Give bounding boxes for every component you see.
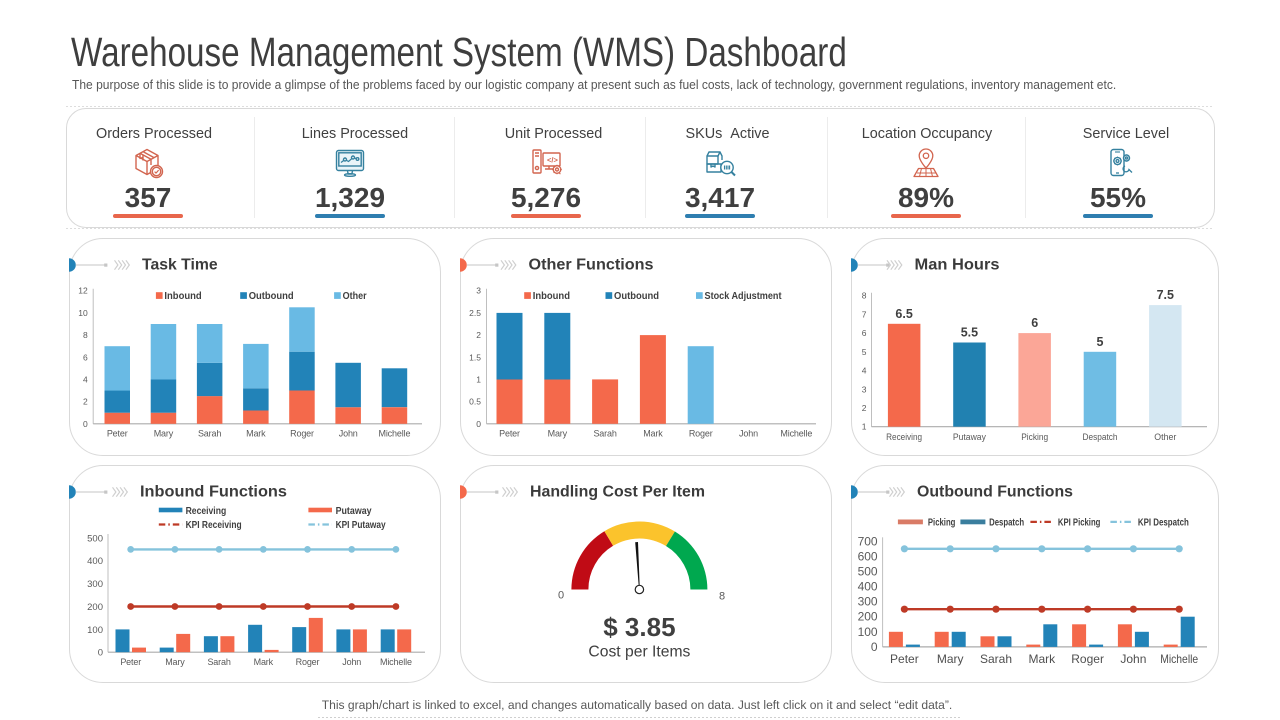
svg-text:0: 0 (476, 419, 481, 429)
svg-text:Receiving: Receiving (886, 432, 922, 442)
svg-text:Outbound Functions: Outbound Functions (917, 484, 1073, 501)
svg-text:Mark: Mark (253, 657, 273, 667)
svg-text:500: 500 (87, 533, 103, 544)
svg-text:</>: </> (547, 156, 558, 165)
svg-text:2.5: 2.5 (469, 308, 481, 318)
svg-text:5.5: 5.5 (960, 325, 977, 339)
svg-text:KPI Despatch: KPI Despatch (1137, 517, 1188, 529)
svg-text:5: 5 (1096, 335, 1103, 349)
svg-text:Outbound: Outbound (614, 290, 659, 302)
svg-text:Mary: Mary (165, 657, 185, 667)
svg-text:Sarah: Sarah (207, 657, 230, 667)
svg-text:5: 5 (861, 347, 866, 357)
svg-text:John: John (342, 657, 361, 667)
svg-text:Peter: Peter (890, 652, 919, 666)
svg-text:0: 0 (870, 640, 877, 654)
svg-text:John: John (338, 428, 357, 438)
svg-text:600: 600 (857, 549, 877, 563)
svg-text:2: 2 (476, 330, 481, 340)
svg-text:Outbound: Outbound (248, 290, 293, 302)
svg-text:10: 10 (78, 308, 88, 318)
svg-text:Michelle: Michelle (780, 428, 812, 438)
svg-text:400: 400 (87, 556, 103, 567)
svg-text:Other Functions: Other Functions (528, 257, 653, 274)
svg-text:Mary: Mary (547, 428, 567, 438)
svg-text:4: 4 (861, 366, 866, 376)
svg-text:Mark: Mark (246, 428, 266, 438)
svg-text:Task Time: Task Time (142, 257, 218, 274)
svg-text:8: 8 (719, 591, 725, 603)
svg-text:Despatch: Despatch (989, 517, 1024, 529)
svg-text:Peter: Peter (106, 428, 127, 438)
svg-text:John: John (739, 428, 758, 438)
svg-text:Other: Other (342, 290, 366, 302)
svg-text:Man Hours: Man Hours (914, 257, 999, 274)
svg-text:6: 6 (82, 352, 87, 362)
svg-text:500: 500 (857, 564, 877, 578)
svg-text:John: John (1120, 652, 1146, 666)
svg-text:Sarah: Sarah (197, 428, 220, 438)
svg-text:Roger: Roger (688, 428, 712, 438)
svg-text:Mary: Mary (153, 428, 173, 438)
svg-text:3: 3 (476, 286, 481, 296)
svg-text:Receiving: Receiving (185, 506, 226, 517)
svg-text:100: 100 (857, 625, 877, 639)
svg-text:0: 0 (97, 648, 102, 659)
svg-text:Cost per Items: Cost per Items (588, 644, 690, 661)
svg-text:3: 3 (861, 384, 866, 394)
svg-text:1: 1 (476, 374, 481, 384)
svg-text:8: 8 (861, 291, 866, 301)
svg-text:Roger: Roger (295, 657, 319, 667)
svg-text:Michelle: Michelle (378, 428, 410, 438)
svg-text:Sarah: Sarah (593, 428, 616, 438)
svg-text:Peter: Peter (120, 657, 141, 667)
svg-text:Mark: Mark (643, 428, 663, 438)
svg-text:KPI Receiving: KPI Receiving (185, 520, 241, 531)
svg-text:6: 6 (1031, 316, 1038, 330)
svg-text:8: 8 (82, 330, 87, 340)
svg-text:Putaway: Putaway (335, 506, 371, 517)
svg-text:Handling Cost Per Item: Handling Cost Per Item (530, 484, 705, 501)
svg-text:400: 400 (857, 580, 877, 594)
svg-text:Sarah: Sarah (979, 652, 1011, 666)
svg-text:Inbound Functions: Inbound Functions (140, 484, 287, 501)
svg-text:Roger: Roger (290, 428, 314, 438)
svg-text:1: 1 (861, 422, 866, 432)
svg-text:$ 3.85: $ 3.85 (603, 612, 675, 642)
svg-text:KPI Putaway: KPI Putaway (335, 520, 385, 531)
svg-text:0: 0 (82, 419, 87, 429)
svg-text:Mark: Mark (1028, 652, 1056, 666)
svg-text:300: 300 (857, 595, 877, 609)
svg-text:1.5: 1.5 (469, 352, 481, 362)
svg-text:12: 12 (78, 286, 88, 296)
svg-text:Inbound: Inbound (532, 290, 569, 302)
svg-text:100: 100 (87, 625, 103, 636)
svg-text:Peter: Peter (499, 428, 520, 438)
svg-text:2: 2 (82, 397, 87, 407)
svg-text:6.5: 6.5 (895, 307, 912, 321)
svg-text:Picking: Picking (927, 517, 955, 529)
svg-text:Despatch: Despatch (1082, 432, 1117, 442)
svg-text:300: 300 (87, 579, 103, 590)
svg-text:Inbound: Inbound (164, 290, 201, 302)
svg-text:KPI Picking: KPI Picking (1057, 517, 1100, 529)
svg-text:Michelle: Michelle (379, 657, 411, 667)
svg-text:200: 200 (857, 610, 877, 624)
svg-text:Putaway: Putaway (952, 432, 985, 442)
svg-text:Stock Adjustment: Stock Adjustment (704, 290, 781, 302)
svg-text:0.5: 0.5 (469, 397, 481, 407)
svg-text:4: 4 (82, 374, 87, 384)
svg-text:700: 700 (857, 534, 877, 548)
svg-text:Picking: Picking (1021, 432, 1048, 442)
svg-text:2: 2 (861, 403, 866, 413)
svg-text:Other: Other (1154, 432, 1176, 442)
svg-text:7.5: 7.5 (1156, 288, 1173, 302)
svg-text:7: 7 (861, 309, 866, 319)
svg-text:6: 6 (861, 328, 866, 338)
svg-text:0: 0 (558, 590, 564, 602)
svg-text:Roger: Roger (1071, 652, 1104, 666)
svg-text:Michelle: Michelle (1160, 652, 1198, 666)
svg-text:200: 200 (87, 602, 103, 613)
svg-text:Mary: Mary (936, 652, 963, 666)
